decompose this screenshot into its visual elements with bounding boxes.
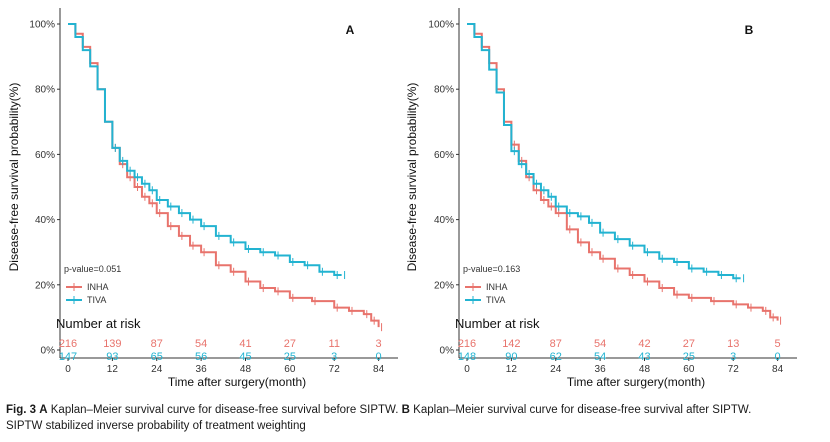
caption-note: SIPTW stabilized inverse probability of … <box>6 420 306 432</box>
y-tick-label: 20% <box>434 280 454 291</box>
risk-count-tiva: 65 <box>151 351 163 363</box>
x-tick-label: 12 <box>506 364 518 375</box>
y-tick-label: 20% <box>35 280 55 291</box>
y-tick-label: 60% <box>35 150 55 161</box>
caption-b-text: Kaplan–Meier survival curve for disease-… <box>413 404 752 416</box>
x-tick-label: 84 <box>373 364 385 375</box>
risk-count-inha: 13 <box>727 338 739 350</box>
risk-count-tiva: 148 <box>458 351 476 363</box>
risk-count-tiva: 93 <box>106 351 118 363</box>
x-tick-label: 12 <box>107 364 119 375</box>
x-tick-label: 24 <box>151 364 163 375</box>
km-panel-a: 0% 20% 40% 60% 80% 100% 0 12 24 36 48 60 72 84 Time af… <box>7 8 398 389</box>
x-axis-label: Time after surgery(month) <box>168 375 306 389</box>
x-tick-label: 60 <box>683 364 695 375</box>
risk-count-inha: 54 <box>594 338 606 350</box>
km-curve-tiva <box>68 23 342 277</box>
risk-count-inha: 216 <box>59 338 77 350</box>
x-tick-label: 48 <box>240 364 252 375</box>
risk-count-inha: 11 <box>329 338 340 350</box>
risk-count-tiva: 0 <box>376 351 382 363</box>
y-tick-label: 0% <box>41 346 56 357</box>
y-tick-label: 80% <box>35 85 55 96</box>
panel-label: A <box>346 23 355 37</box>
km-curve-inha <box>467 23 779 321</box>
legend-label-tiva: TIVA <box>486 295 505 305</box>
x-axis-label: Time after surgery(month) <box>567 375 705 389</box>
y-tick-label: 100% <box>29 20 55 31</box>
x-tick-label: 24 <box>550 364 562 375</box>
risk-count-tiva: 54 <box>594 351 606 363</box>
legend-label-inha: INHA <box>87 282 109 292</box>
risk-count-inha: 139 <box>103 338 121 350</box>
risk-count-inha: 142 <box>502 338 520 350</box>
y-tick-label: 0% <box>440 346 455 357</box>
risk-count-inha: 42 <box>638 338 650 350</box>
risk-count-inha: 41 <box>239 338 251 350</box>
km-curve-inha <box>68 23 380 328</box>
risk-count-inha: 3 <box>376 338 382 350</box>
caption-a-label: A <box>39 404 48 416</box>
x-tick-label: 36 <box>196 364 208 375</box>
risk-count-tiva: 25 <box>683 351 695 363</box>
x-tick-label: 36 <box>595 364 607 375</box>
x-tick-label: 60 <box>284 364 296 375</box>
y-tick-label: 40% <box>35 215 55 226</box>
caption-a-text: Kaplan–Meier survival curve for disease-… <box>50 404 399 416</box>
risk-count-tiva: 3 <box>331 351 337 363</box>
risk-count-tiva: 25 <box>284 351 296 363</box>
risk-count-tiva: 0 <box>775 351 781 363</box>
caption-b-label: B <box>401 404 410 416</box>
y-axis-label: Disease-free survival probability(%) <box>405 83 419 272</box>
y-tick-label: 80% <box>434 85 454 96</box>
km-figure: 0% 20% 40% 60% 80% 100% 0 12 24 36 48 60 72 84 Time af… <box>7 8 797 389</box>
risk-count-inha: 27 <box>284 338 296 350</box>
km-panel-b: 0% 20% 40% 60% 80% 100% 0 12 24 36 48 60 72 84 Time af… <box>405 8 797 389</box>
risk-count-inha: 87 <box>550 338 562 350</box>
y-tick-label: 40% <box>434 215 454 226</box>
risk-count-tiva: 56 <box>195 351 207 363</box>
y-tick-label: 100% <box>428 20 454 31</box>
p-value-label: p-value=0.051 <box>64 264 121 274</box>
km-curve-tiva <box>467 23 741 280</box>
risk-count-tiva: 147 <box>59 351 77 363</box>
risk-count-tiva: 45 <box>239 351 251 363</box>
legend-label-inha: INHA <box>486 282 508 292</box>
y-tick-label: 60% <box>434 150 454 161</box>
x-tick-label: 48 <box>639 364 651 375</box>
x-tick-label: 0 <box>464 364 470 375</box>
x-tick-label: 84 <box>772 364 784 375</box>
risk-count-inha: 5 <box>775 338 781 350</box>
panel-label: B <box>745 23 754 37</box>
p-value-label: p-value=0.163 <box>463 264 520 274</box>
risk-count-tiva: 43 <box>638 351 650 363</box>
risk-count-inha: 216 <box>458 338 476 350</box>
x-tick-label: 72 <box>728 364 740 375</box>
risk-count-tiva: 90 <box>505 351 517 363</box>
risk-count-tiva: 3 <box>730 351 736 363</box>
figure-caption: Fig. 3 A Kaplan–Meier survival curve for… <box>6 402 824 434</box>
x-tick-label: 72 <box>329 364 341 375</box>
legend-label-tiva: TIVA <box>87 295 106 305</box>
risk-count-inha: 54 <box>195 338 207 350</box>
risk-count-tiva: 62 <box>550 351 562 363</box>
y-axis-label: Disease-free survival probability(%) <box>7 83 21 272</box>
caption-fig-label: Fig. 3 <box>6 404 37 416</box>
risk-count-inha: 27 <box>683 338 695 350</box>
x-tick-label: 0 <box>65 364 71 375</box>
risk-count-inha: 87 <box>151 338 163 350</box>
number-at-risk-title: Number at risk <box>455 316 540 331</box>
number-at-risk-title: Number at risk <box>56 316 141 331</box>
